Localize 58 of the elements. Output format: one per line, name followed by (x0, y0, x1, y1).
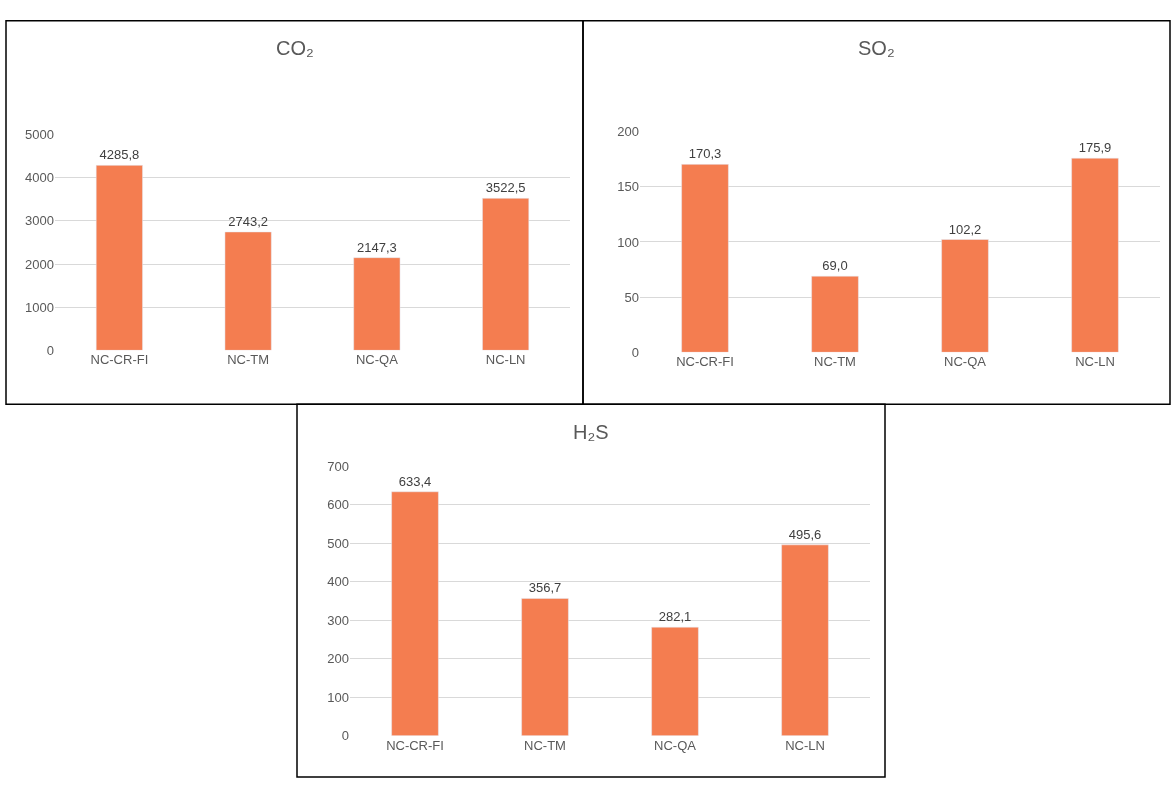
chart-title: SO₂ (858, 37, 895, 59)
y-tick-label: 50 (624, 289, 639, 305)
x-tick-label: NC-LN (785, 737, 825, 753)
data-label: 102,2 (948, 221, 982, 237)
data-label: 356,7 (528, 580, 562, 596)
bar (941, 239, 989, 353)
x-tick-label: NC-QA (944, 354, 987, 370)
y-tick-label: 2000 (25, 256, 54, 272)
y-tick-label: 300 (327, 612, 349, 628)
y-tick-label: 200 (617, 124, 639, 140)
bar (353, 257, 401, 351)
data-label: 170,3 (688, 146, 722, 162)
y-tick-label: 100 (617, 234, 639, 250)
data-label: 3522,5 (485, 180, 526, 196)
data-label: 2743,2 (228, 213, 269, 229)
bar (224, 231, 272, 351)
bar (391, 491, 439, 736)
bar (651, 626, 699, 736)
y-tick-label: 1000 (25, 299, 54, 315)
y-tick-label: 0 (46, 342, 54, 358)
x-tick-label: NC-QA (654, 737, 697, 753)
y-tick-label: 3000 (25, 213, 54, 229)
x-tick-label: NC-CR-FI (386, 737, 444, 753)
x-tick-label: NC-QA (355, 352, 399, 368)
x-tick-label: NC-TM (814, 354, 856, 370)
y-tick-label: 500 (327, 535, 349, 551)
data-label: 282,1 (658, 609, 692, 625)
y-tick-label: 0 (631, 344, 639, 360)
y-tick-label: 5000 (25, 127, 54, 143)
x-tick-label: NC-LN (485, 352, 526, 368)
y-tick-label: 100 (327, 689, 349, 705)
y-tick-label: 0 (341, 728, 349, 744)
y-tick-label: 200 (327, 651, 349, 667)
bar (681, 164, 729, 353)
chart-title: CO₂ (276, 37, 314, 59)
data-label: 633,4 (398, 473, 432, 489)
x-tick-label: NC-CR-FI (676, 354, 734, 370)
y-tick-label: 700 (327, 458, 349, 474)
y-tick-label: 600 (327, 497, 349, 513)
data-label: 2147,3 (356, 239, 397, 255)
bar (781, 544, 829, 736)
x-tick-label: NC-CR-FI (90, 352, 149, 368)
y-tick-label: 150 (617, 179, 639, 195)
bar (811, 275, 859, 353)
y-tick-label: 4000 (25, 170, 54, 186)
bar (1071, 157, 1119, 353)
bar (95, 165, 143, 351)
chart-title: H₂S (573, 421, 609, 443)
data-label: 4285,8 (99, 147, 140, 163)
x-tick-label: NC-LN (1075, 354, 1115, 370)
x-tick-label: NC-TM (524, 737, 566, 753)
data-label: 175,9 (1078, 140, 1112, 156)
x-tick-label: NC-TM (227, 352, 270, 368)
bar (482, 198, 530, 351)
y-tick-label: 400 (327, 574, 349, 590)
data-label: 495,6 (788, 526, 822, 542)
data-label: 69,0 (822, 258, 848, 274)
bar (521, 598, 569, 736)
